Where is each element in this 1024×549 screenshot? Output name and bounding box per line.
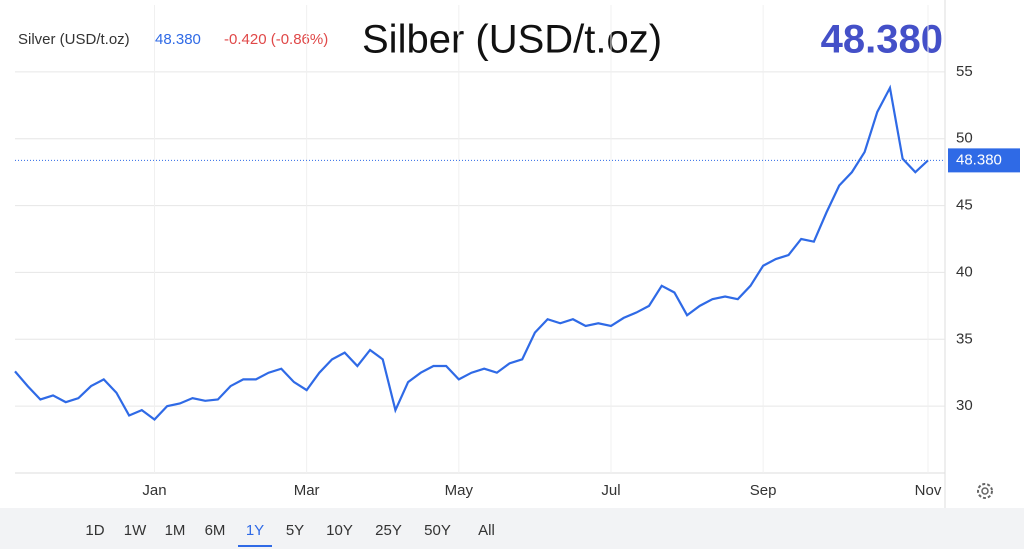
range-button[interactable]: 10Y: [326, 522, 353, 539]
instrument: Silver (USD/t.oz): [18, 31, 130, 48]
range-button[interactable]: 1Y: [238, 522, 272, 547]
y-tick-label: 30: [956, 397, 973, 414]
range-label: 10Y: [326, 522, 353, 539]
range-button[interactable]: 25Y: [375, 522, 402, 539]
last-price-tag: [948, 148, 1020, 173]
x-tick-label: Jul: [601, 482, 620, 499]
line-series: [14, 84, 929, 421]
range-label: 1M: [165, 522, 186, 539]
range-label: 1W: [124, 522, 147, 539]
range-button[interactable]: All: [478, 522, 495, 539]
x-tick-label: Nov: [915, 482, 942, 499]
y-tick-label: 55: [956, 63, 973, 80]
last-price-label: 48.380: [956, 151, 1002, 168]
range-label: 25Y: [375, 522, 402, 539]
range-button[interactable]: 5Y: [286, 522, 304, 539]
y-tick-label: 45: [956, 197, 973, 214]
y-tick-label: 50: [956, 130, 973, 147]
range-button[interactable]: 1M: [165, 522, 186, 539]
range-label: 5Y: [286, 522, 304, 539]
range-label: 1D: [85, 522, 104, 539]
header-price: 48.380: [155, 31, 201, 48]
range-label: All: [478, 522, 495, 539]
x-tick-label: Jan: [142, 482, 166, 499]
change: -0.420 (-0.86%): [224, 31, 328, 48]
range-button[interactable]: 6M: [205, 522, 226, 539]
x-tick-label: Sep: [750, 482, 777, 499]
range-label: 1Y: [246, 522, 264, 539]
range-button[interactable]: 50Y: [424, 522, 451, 539]
y-tick-label: 35: [956, 330, 973, 347]
gear: [977, 483, 993, 499]
range-label: 6M: [205, 522, 226, 539]
big-price: 48.380: [821, 18, 943, 62]
range-button[interactable]: 1D: [85, 522, 104, 539]
x-tick-label: May: [445, 482, 474, 499]
range-bar: [0, 508, 1024, 549]
x-tick-label: Mar: [294, 482, 320, 499]
y-tick-label: 40: [956, 263, 973, 280]
range-label: 50Y: [424, 522, 451, 539]
chart-title: Silber (USD/t.oz): [362, 18, 662, 62]
range-button[interactable]: 1W: [124, 522, 147, 539]
gear-hub: [981, 487, 989, 495]
settings-icon[interactable]: [977, 483, 993, 499]
